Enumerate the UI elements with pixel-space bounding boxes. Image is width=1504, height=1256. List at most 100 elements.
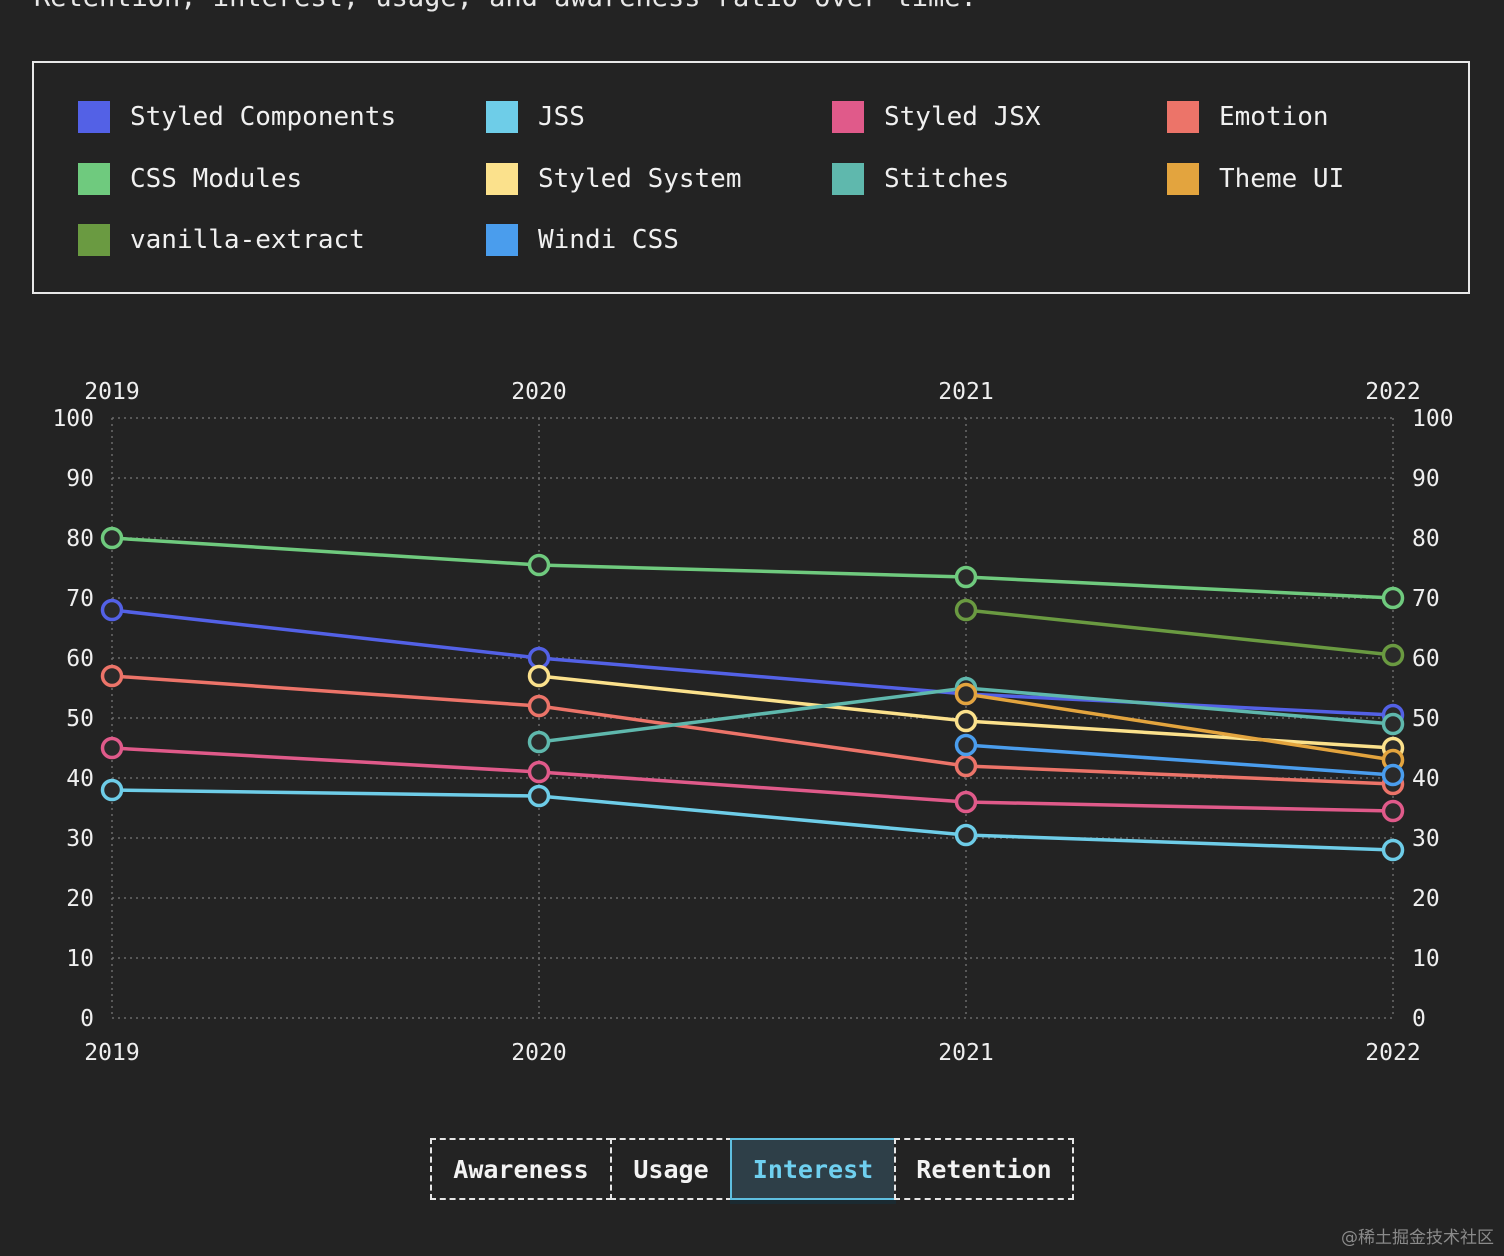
data-point <box>1381 643 1405 667</box>
data-point <box>1381 712 1405 736</box>
legend-label: Theme UI <box>1219 164 1345 194</box>
legend-label: Styled Components <box>130 102 397 132</box>
data-point <box>527 730 551 754</box>
y-tick-label-left: 90 <box>66 466 94 492</box>
y-tick-label-left: 50 <box>66 706 94 732</box>
legend-swatch <box>486 224 518 256</box>
x-tick-label-top: 2021 <box>938 379 993 405</box>
legend-swatch <box>78 224 110 256</box>
series-line <box>965 608 1394 657</box>
data-point <box>1381 838 1405 862</box>
data-point <box>954 709 978 733</box>
y-tick-label-right: 50 <box>1412 706 1440 732</box>
legend-item[interactable]: JSS <box>486 101 585 133</box>
tab-retention[interactable]: Retention <box>894 1138 1074 1200</box>
data-point <box>954 790 978 814</box>
series-line <box>111 746 1394 813</box>
series-line <box>965 692 1394 762</box>
data-point <box>954 754 978 778</box>
legend-item[interactable]: Styled Components <box>78 101 396 133</box>
legend-item[interactable]: Windi CSS <box>486 224 679 256</box>
legend-item[interactable]: Styled System <box>486 163 742 195</box>
legend-label: Windi CSS <box>538 225 679 255</box>
legend-item[interactable]: Stitches <box>832 163 1009 195</box>
legend-item[interactable]: vanilla-extract <box>78 224 365 256</box>
data-point <box>100 526 124 550</box>
legend-item[interactable]: Emotion <box>1167 101 1329 133</box>
data-point <box>527 694 551 718</box>
data-point <box>1381 763 1405 787</box>
legend-swatch <box>832 163 864 195</box>
legend-item[interactable]: Styled JSX <box>832 101 1041 133</box>
y-tick-label-left: 20 <box>66 886 94 912</box>
legend-swatch <box>1167 101 1199 133</box>
data-point <box>954 598 978 622</box>
legend-swatch <box>78 101 110 133</box>
y-tick-label-left: 60 <box>66 646 94 672</box>
legend: Styled Components JSS Styled JSX Emotion CSS… <box>32 61 1470 294</box>
legend-label: JSS <box>538 102 585 132</box>
y-tick-label-right: 70 <box>1412 586 1440 612</box>
y-tick-label-left: 100 <box>52 406 94 432</box>
y-tick-label-right: 20 <box>1412 886 1440 912</box>
legend-swatch <box>1167 163 1199 195</box>
tab-interest[interactable]: Interest <box>730 1138 896 1200</box>
y-tick-label-left: 10 <box>66 946 94 972</box>
data-point <box>954 823 978 847</box>
y-tick-label-left: 40 <box>66 766 94 792</box>
y-tick-label-right: 40 <box>1412 766 1440 792</box>
y-tick-label-left: 30 <box>66 826 94 852</box>
data-point <box>1381 799 1405 823</box>
data-point <box>527 760 551 784</box>
data-point <box>527 664 551 688</box>
x-tick-label-top: 2022 <box>1365 379 1420 405</box>
data-point <box>100 664 124 688</box>
tab-awareness[interactable]: Awareness <box>430 1138 612 1200</box>
series-line <box>111 788 1394 852</box>
x-tick-label-top: 2019 <box>84 379 139 405</box>
y-tick-label-right: 60 <box>1412 646 1440 672</box>
series-line <box>965 743 1394 777</box>
metric-tabs: Awareness Usage Interest Retention <box>430 1138 1074 1200</box>
legend-label: Emotion <box>1219 102 1329 132</box>
data-point <box>100 598 124 622</box>
y-tick-label-right: 80 <box>1412 526 1440 552</box>
y-tick-label-right: 90 <box>1412 466 1440 492</box>
y-tick-label-left: 0 <box>80 1006 94 1032</box>
data-point <box>100 778 124 802</box>
data-point <box>954 733 978 757</box>
legend-item[interactable]: CSS Modules <box>78 163 302 195</box>
series-line <box>111 536 1394 600</box>
series-line <box>111 674 1394 786</box>
legend-swatch <box>486 163 518 195</box>
x-tick-label-bottom: 2020 <box>511 1040 566 1066</box>
y-tick-label-right: 0 <box>1412 1006 1426 1032</box>
y-tick-label-left: 70 <box>66 586 94 612</box>
data-point <box>954 565 978 589</box>
data-point <box>1381 586 1405 610</box>
data-point <box>100 736 124 760</box>
y-tick-label-left: 80 <box>66 526 94 552</box>
legend-swatch <box>832 101 864 133</box>
data-point <box>527 784 551 808</box>
y-tick-label-right: 100 <box>1412 406 1454 432</box>
x-tick-label-bottom: 2021 <box>938 1040 993 1066</box>
chart-subtitle: Retention, interest, usage, and awarenes… <box>34 0 977 13</box>
data-point <box>527 553 551 577</box>
data-point <box>527 646 551 670</box>
legend-label: Stitches <box>884 164 1010 194</box>
y-tick-label-right: 30 <box>1412 826 1440 852</box>
legend-label: Styled System <box>538 164 742 194</box>
legend-label: vanilla-extract <box>130 225 365 255</box>
y-tick-label-right: 10 <box>1412 946 1440 972</box>
tab-usage[interactable]: Usage <box>610 1138 732 1200</box>
legend-label: Styled JSX <box>884 102 1041 132</box>
legend-swatch <box>78 163 110 195</box>
legend-label: CSS Modules <box>130 164 303 194</box>
legend-item[interactable]: Theme UI <box>1167 163 1344 195</box>
watermark: @稀土掘金技术社区 <box>1341 1228 1494 1248</box>
x-tick-label-top: 2020 <box>511 379 566 405</box>
x-tick-label-bottom: 2022 <box>1365 1040 1420 1066</box>
legend-swatch <box>486 101 518 133</box>
